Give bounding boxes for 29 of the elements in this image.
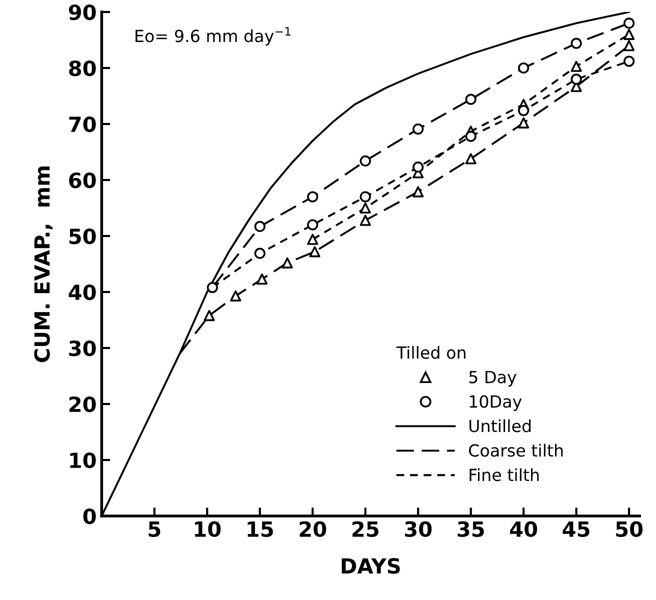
y-axis-title: CUM. EVAP., mm [34, 166, 53, 362]
y-tick-label: 30 [69, 340, 96, 356]
x-tick-label: 10 [195, 521, 221, 537]
x-tick-label: 40 [510, 521, 538, 537]
legend-label: 10Day [470, 395, 522, 412]
y-tick-label: 60 [69, 172, 96, 188]
y-tick-label: 80 [69, 60, 96, 76]
y-tick-label: 40 [68, 284, 96, 300]
x-tick-label: 30 [405, 521, 432, 537]
x-axis-title: DAYS [342, 558, 400, 574]
x-tick-label: 50 [616, 521, 643, 537]
y-tick-label: 90 [68, 4, 96, 20]
y-tick-label: 20 [69, 396, 96, 412]
legend-label: Fine tilth [470, 468, 539, 482]
legend-label: Coarse tilth [469, 444, 563, 457]
x-tick-label: 15 [248, 522, 273, 537]
legend-title: Tilled on [396, 346, 466, 359]
legend-label: 5 Day [469, 370, 516, 387]
y-tick-label: 50 [69, 228, 96, 244]
y-tick-label: 0 [83, 508, 96, 524]
x-tick-label: 20 [300, 521, 326, 537]
x-tick-label: 45 [562, 522, 590, 537]
x-tick-label: 5 [148, 522, 160, 537]
annotation: Eo= 9.6 mm day$^{−1}$ [136, 27, 290, 46]
y-tick-label: 10 [70, 452, 96, 468]
y-tick-label: 70 [69, 116, 96, 132]
x-tick-label: 25 [352, 521, 378, 537]
legend-label: Untilled [470, 419, 531, 432]
x-tick-label: 35 [458, 521, 484, 537]
